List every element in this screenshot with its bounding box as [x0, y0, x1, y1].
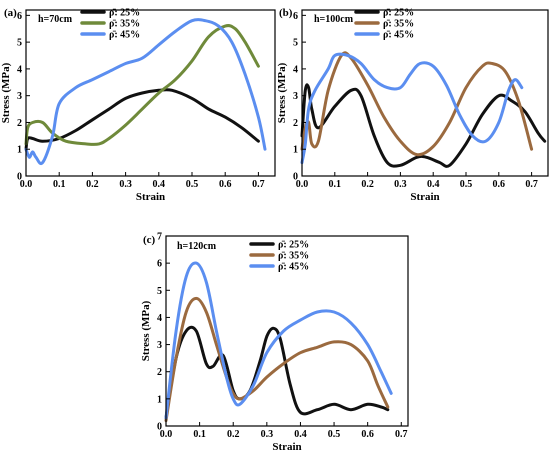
height-label: h=120cm [177, 241, 217, 252]
y-axis-title: Stress (MPa) [276, 62, 288, 123]
x-tick-label: 0.6 [493, 179, 506, 190]
y-tick-label: 4 [17, 64, 22, 75]
series-line-3 [24, 18, 267, 166]
y-tick-label: 0 [17, 172, 22, 183]
x-axis-title: Strain [272, 441, 301, 453]
y-tick-label: 6 [17, 11, 22, 22]
x-tick-label: 0.2 [361, 179, 374, 190]
y-axis-title: Stress (MPa) [0, 62, 12, 123]
x-tick-label: 0.2 [227, 429, 240, 440]
y-tick-label: 0 [157, 422, 162, 433]
panel-tag: (c) [143, 234, 156, 246]
y-tick-label: 5 [17, 38, 22, 49]
x-tick-label: 0.1 [53, 179, 66, 190]
x-tick-label: 0.6 [219, 179, 232, 190]
series-line-2 [300, 51, 534, 157]
panel-tag: (b) [279, 7, 293, 19]
x-tick-label: 0.3 [261, 429, 274, 440]
y-tick-label: 4 [293, 64, 298, 75]
legend-label: ρ̄: 35% [383, 19, 414, 30]
y-tick-label: 7 [157, 232, 162, 243]
y-tick-label: 6 [293, 11, 298, 22]
x-tick-label: 0.4 [153, 179, 166, 190]
x-tick-label: 0.0 [20, 179, 33, 190]
panel-tag: (a) [4, 7, 17, 19]
x-tick-label: 0.2 [86, 179, 99, 190]
x-tick-label: 0.1 [329, 179, 342, 190]
legend: ρ̄: 25%ρ̄: 35%ρ̄: 45% [249, 240, 309, 273]
y-tick-label: 0 [293, 172, 298, 183]
y-tick-label: 1 [157, 394, 162, 405]
height-label: h=100cm [314, 14, 354, 25]
x-tick-label: 0.3 [119, 179, 132, 190]
x-axis-title: Strain [136, 191, 165, 203]
plot-frame [165, 235, 409, 427]
plot-frame [301, 9, 549, 177]
x-tick-label: 0.1 [193, 429, 206, 440]
y-axis-title: Stress (MPa) [140, 300, 152, 361]
legend-label: ρ̄: 25% [109, 8, 140, 19]
series-line-1 [164, 325, 390, 420]
y-tick-label: 5 [293, 38, 298, 49]
y-tick-label: 4 [157, 313, 162, 324]
x-tick-label: 0.4 [427, 179, 440, 190]
series-line-2 [164, 296, 390, 423]
legend: ρ̄: 25%ρ̄: 35%ρ̄: 45% [80, 8, 140, 41]
y-tick-label: 5 [157, 286, 162, 297]
chart-panel-1: 0.0 0.1 0.2 0.3 0.4 0.5 0.6 0.7 0 1 2 3 4 5 6 Strain Str… [0, 7, 276, 203]
x-tick-label: 0.0 [160, 429, 173, 440]
y-tick-label: 1 [293, 145, 298, 156]
legend-label: ρ̄: 45% [383, 30, 414, 41]
x-tick-label: 0.7 [395, 429, 408, 440]
series-line-1 [24, 88, 260, 151]
series-line-3 [164, 261, 393, 420]
x-tick-label: 0.7 [525, 179, 538, 190]
x-tick-label: 0.5 [328, 429, 341, 440]
legend-label: ρ̄: 25% [383, 8, 414, 19]
y-tick-label: 3 [293, 91, 298, 102]
x-tick-label: 0.7 [252, 179, 265, 190]
legend-label: ρ̄: 25% [278, 240, 309, 251]
y-tick-label: 1 [17, 145, 22, 156]
chart-panel-3: 0.0 0.1 0.2 0.3 0.4 0.5 0.6 0.7 0 1 2 3 4 5 6 7 Strain St… [140, 232, 409, 453]
y-tick-label: 2 [157, 367, 162, 378]
x-tick-label: 0.3 [394, 179, 407, 190]
x-tick-label: 0.4 [294, 429, 307, 440]
x-tick-label: 0.6 [361, 429, 374, 440]
x-tick-label: 0.5 [186, 179, 199, 190]
legend-label: ρ̄: 35% [278, 251, 309, 262]
plot-frame [25, 9, 276, 177]
x-axis-title: Strain [410, 191, 439, 203]
x-tick-label: 0.5 [460, 179, 473, 190]
y-tick-label: 6 [157, 259, 162, 270]
y-tick-label: 3 [17, 91, 22, 102]
legend-label: ρ̄: 45% [278, 262, 309, 273]
y-tick-label: 2 [17, 118, 22, 129]
y-tick-label: 3 [157, 340, 162, 351]
height-label: h=70cm [38, 14, 73, 25]
legend-label: ρ̄: 35% [109, 19, 140, 30]
series-line-3 [300, 52, 524, 165]
x-tick-label: 0.0 [296, 179, 309, 190]
legend-label: ρ̄: 45% [109, 30, 140, 41]
series-line-2 [24, 24, 260, 146]
legend: ρ̄: 25%ρ̄: 35%ρ̄: 45% [354, 8, 414, 41]
y-tick-label: 2 [293, 118, 298, 129]
chart-panel-2: 0.0 0.1 0.2 0.3 0.4 0.5 0.6 0.7 0 1 2 3 4 5 6 Strain Str… [276, 7, 549, 203]
